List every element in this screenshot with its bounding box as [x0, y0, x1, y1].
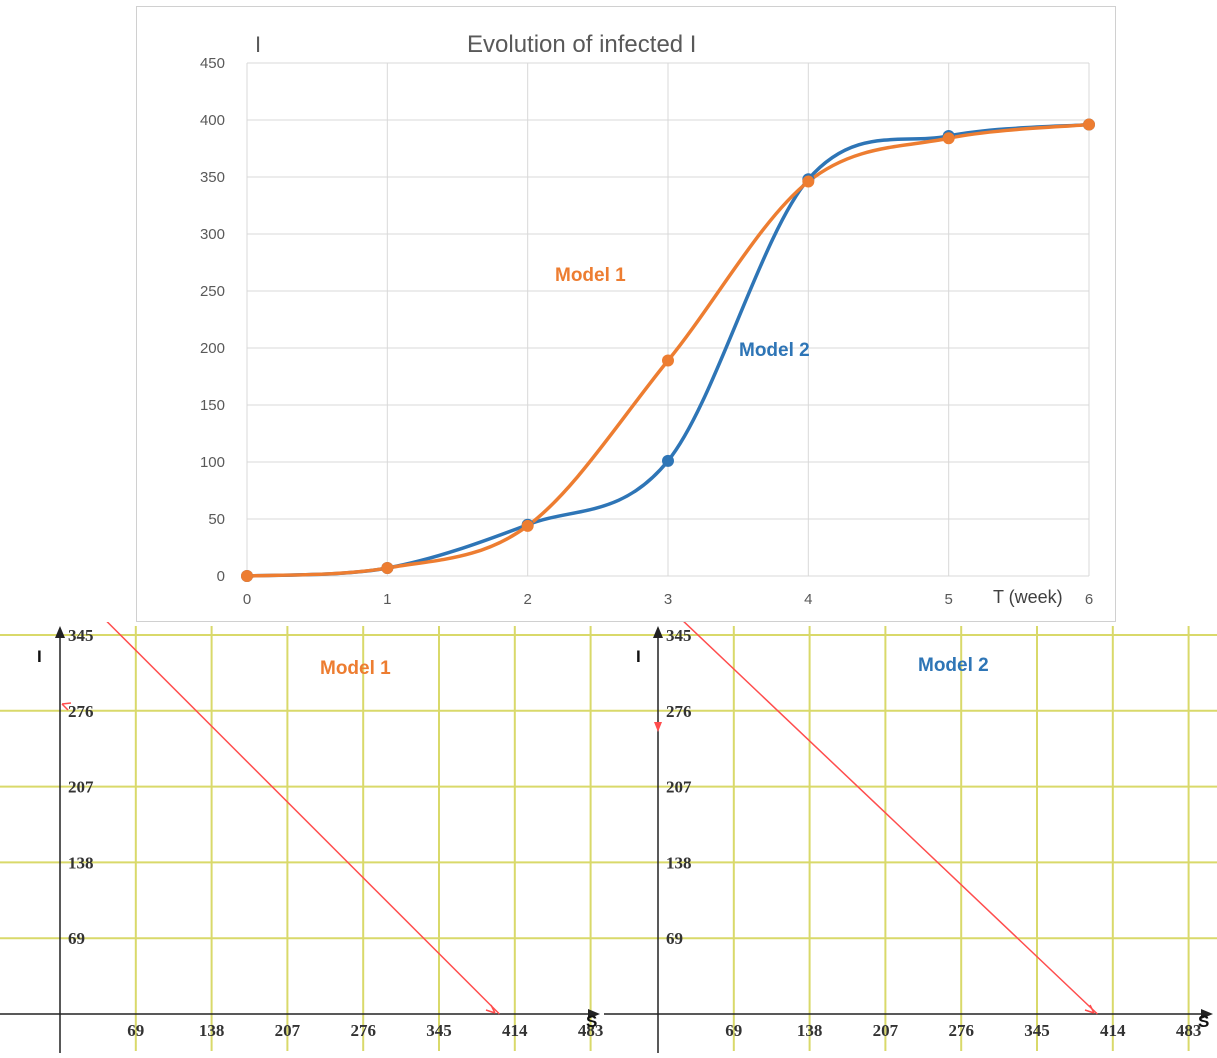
- y-tick-label: 400: [200, 112, 225, 129]
- chart-title: Evolution of infected I: [467, 31, 696, 58]
- y-tick-label: 345: [68, 626, 94, 645]
- phase-title-model-2: Model 2: [918, 655, 989, 676]
- y-tick-label: 276: [666, 702, 692, 721]
- x-axis-arrow: [588, 1009, 600, 1019]
- y-tick-label: 200: [200, 340, 225, 357]
- y-axis-arrow: [653, 626, 663, 638]
- trajectory-arrowhead: [1084, 1004, 1095, 1014]
- y-tick-label: 138: [666, 853, 692, 872]
- phase-grid: [604, 626, 1217, 1051]
- data-point-model-1: [662, 354, 674, 367]
- y-tick-label: 150: [200, 397, 225, 414]
- y-tick-label: 0: [217, 568, 225, 585]
- data-point-model-1: [521, 519, 534, 532]
- phase-plot-model-2-svg: 6913820727634541448369138207276345414483…: [604, 474, 1217, 1053]
- trajectory-arrowhead: [61, 702, 72, 711]
- x-tick-label: 345: [426, 1021, 452, 1040]
- x-tick-label: 6: [1085, 591, 1093, 608]
- phase-trajectory: [59, 574, 500, 1015]
- series-label-model-1: Model 1: [555, 265, 626, 286]
- y-tick-label: 50: [208, 511, 225, 528]
- trajectory-line: [657, 574, 1098, 1015]
- data-point-model-1: [381, 562, 394, 575]
- data-point-model-2: [662, 454, 674, 467]
- x-tick-label: 345: [1024, 1021, 1050, 1040]
- x-tick-label: 414: [502, 1021, 528, 1040]
- trajectory-line: [59, 574, 500, 1015]
- y-tick-label: 250: [200, 283, 225, 300]
- x-tick-label: 276: [350, 1021, 376, 1040]
- phase-x-axis-title: S: [586, 1012, 597, 1031]
- y-tick-label: 207: [666, 778, 692, 797]
- data-point-model-1: [802, 175, 815, 188]
- phase-y-axis-title: I: [37, 647, 42, 666]
- phase-tick-labels: 6913820727634541448369138207276345414483: [666, 474, 1202, 1040]
- y-tick-label: 69: [68, 929, 85, 948]
- phase-tick-labels: 6913820727634541448369138207276345414483: [68, 474, 604, 1040]
- x-tick-label: 3: [664, 591, 672, 608]
- x-tick-label: 207: [873, 1021, 899, 1040]
- x-tick-label: 276: [948, 1021, 974, 1040]
- x-tick-label: 0: [243, 591, 251, 608]
- x-tick-label: 1: [383, 591, 391, 608]
- data-point-model-1: [1083, 118, 1095, 131]
- y-tick-label: 207: [68, 778, 94, 797]
- y-tick-label: 450: [200, 55, 225, 72]
- x-axis-title: T (week): [993, 587, 1063, 607]
- x-tick-label: 207: [275, 1021, 301, 1040]
- chart-tick-labels: 0 50 100 150 200 250 300 350 400 450 0 1 2 3 4 5 6: [200, 55, 1093, 608]
- y-axis-arrow: [55, 626, 65, 638]
- phase-axes: [0, 626, 600, 1053]
- series-label-model-2: Model 2: [739, 340, 810, 361]
- y-tick-label: 300: [200, 226, 225, 243]
- y-tick-label: 350: [200, 169, 225, 186]
- data-point-model-1: [942, 132, 955, 145]
- phase-plot-model-1: 6913820727634541448369138207276345414483…: [0, 474, 604, 1053]
- x-tick-label: 138: [797, 1021, 823, 1040]
- x-tick-label: 483: [1176, 1021, 1202, 1040]
- trajectory-arrowhead: [654, 722, 662, 732]
- infected-evolution-svg: 0 50 100 150 200 250 300 350 400 450 0 1 2 3 4 5 6 Evolu…: [200, 31, 1095, 608]
- y-tick-label: 276: [68, 702, 94, 721]
- infected-evolution-chart: 0 50 100 150 200 250 300 350 400 450 0 1 2 3 4 5 6 Evolu…: [136, 6, 1116, 622]
- y-tick-label: 69: [666, 929, 683, 948]
- phase-trajectory: [654, 574, 1098, 1015]
- x-axis-arrow: [1201, 1009, 1213, 1019]
- x-tick-label: 2: [523, 591, 531, 608]
- x-tick-label: 4: [804, 591, 812, 608]
- y-tick-label: 138: [68, 853, 94, 872]
- x-tick-label: 414: [1100, 1021, 1126, 1040]
- phase-grid: [0, 626, 604, 1051]
- y-tick-label: 345: [666, 626, 692, 645]
- phase-x-axis-title: S: [1198, 1012, 1209, 1031]
- x-tick-label: 483: [578, 1021, 604, 1040]
- x-tick-label: 69: [127, 1021, 144, 1040]
- phase-axes: [604, 626, 1213, 1053]
- phase-y-axis-title: I: [636, 647, 641, 666]
- x-tick-label: 69: [725, 1021, 742, 1040]
- phase-plot-model-2: 6913820727634541448369138207276345414483…: [604, 474, 1217, 1053]
- phase-plot-model-1-svg: 6913820727634541448369138207276345414483…: [0, 474, 604, 1053]
- trajectory-arrowhead: [485, 1004, 496, 1014]
- x-tick-label: 5: [944, 591, 952, 608]
- x-tick-label: 138: [199, 1021, 225, 1040]
- phase-title-model-1: Model 1: [320, 658, 391, 679]
- chart-series-points: [241, 118, 1095, 582]
- chart-grid: [246, 62, 1090, 577]
- y-tick-label: 100: [200, 454, 225, 471]
- y-axis-title: I: [255, 32, 261, 57]
- data-point-model-1: [241, 570, 253, 582]
